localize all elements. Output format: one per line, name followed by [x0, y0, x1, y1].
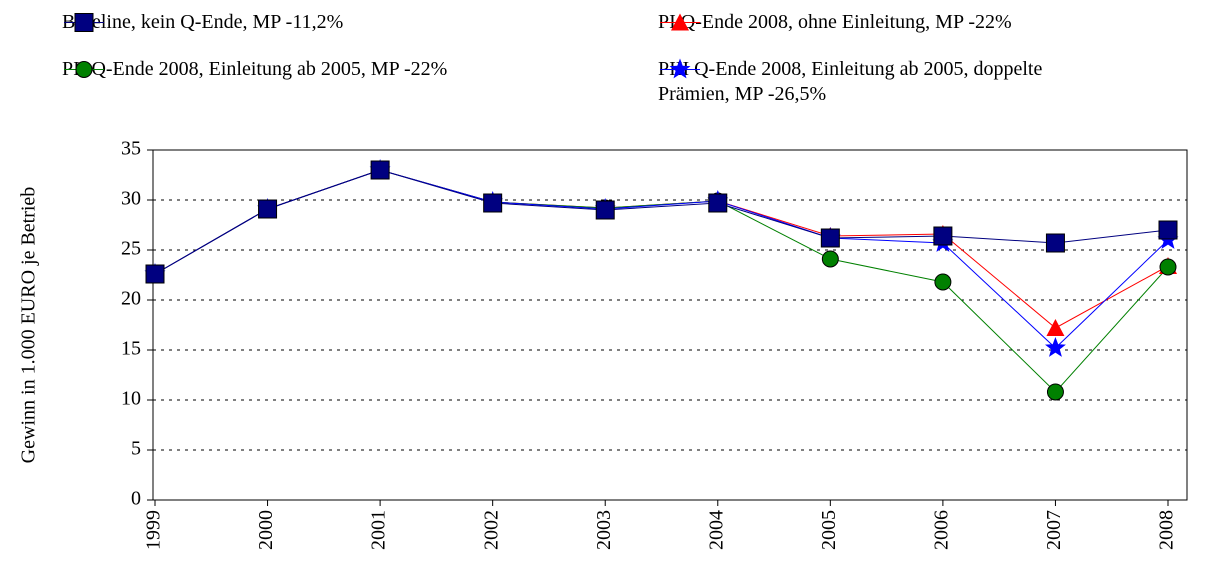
legend-marker	[64, 13, 104, 32]
marker	[820, 228, 840, 248]
legend-label: PII Q-Ende 2008, Einleitung ab 2005, MP …	[62, 58, 448, 80]
marker	[74, 13, 94, 32]
y-tick-label: 15	[121, 338, 141, 360]
marker	[1045, 337, 1066, 357]
y-tick-label: 30	[121, 188, 141, 210]
series-line	[154, 169, 1169, 393]
marker	[1045, 233, 1065, 253]
marker	[671, 13, 689, 31]
legend-entry: Baseline, kein Q-Ende, MP -11,2%	[62, 10, 343, 35]
legend-marker	[660, 13, 700, 31]
x-tick-label: 2001	[368, 510, 390, 550]
x-tick-label: 2004	[705, 510, 727, 550]
legend-entry: PI Q-Ende 2008, ohne Einleitung, MP -22%	[658, 10, 1012, 35]
x-tick-label: 2006	[930, 510, 952, 550]
y-tick-label: 35	[121, 138, 141, 160]
marker	[595, 200, 615, 220]
marker	[821, 250, 839, 268]
x-tick-label: 2003	[593, 510, 615, 550]
series-line	[154, 169, 1169, 349]
x-tick-label: 2002	[480, 510, 502, 550]
marker	[1159, 258, 1177, 276]
y-tick-label: 10	[121, 388, 141, 410]
marker	[483, 193, 503, 213]
plot-frame	[152, 149, 1188, 501]
x-tick-label: 2007	[1043, 510, 1065, 550]
marker	[145, 264, 165, 284]
y-axis-label: Gewinn in 1.000 EURO je Betrieb	[18, 187, 40, 464]
marker	[934, 273, 952, 291]
marker	[370, 160, 390, 180]
y-tick-label: 5	[131, 438, 141, 460]
legend-entry: PII Q-Ende 2008, Einleitung ab 2005, MP …	[62, 57, 447, 82]
series-line	[154, 169, 1169, 329]
y-tick-label: 20	[121, 288, 141, 310]
marker	[933, 226, 953, 246]
marker	[1158, 220, 1178, 240]
legend-entry: PIII Q-Ende 2008, Einleitung ab 2005, do…	[658, 57, 1108, 107]
x-tick-label: 1999	[143, 510, 165, 550]
marker	[1046, 383, 1064, 401]
legend-label: PIII Q-Ende 2008, Einleitung ab 2005, do…	[658, 58, 1043, 105]
y-tick-label: 0	[131, 488, 141, 510]
legend-marker	[64, 61, 104, 78]
legend-label: PI Q-Ende 2008, ohne Einleitung, MP -22%	[658, 11, 1012, 33]
marker	[708, 193, 728, 213]
x-tick-label: 2008	[1156, 510, 1178, 550]
x-tick-label: 2005	[818, 510, 840, 550]
legend-marker	[660, 58, 700, 79]
series-line	[154, 169, 1169, 275]
marker	[258, 199, 278, 219]
x-tick-label: 2000	[255, 510, 277, 550]
legend-label: Baseline, kein Q-Ende, MP -11,2%	[62, 11, 344, 33]
marker	[75, 61, 93, 78]
marker	[669, 58, 691, 79]
y-tick-label: 25	[121, 238, 141, 260]
marker	[1046, 319, 1065, 336]
